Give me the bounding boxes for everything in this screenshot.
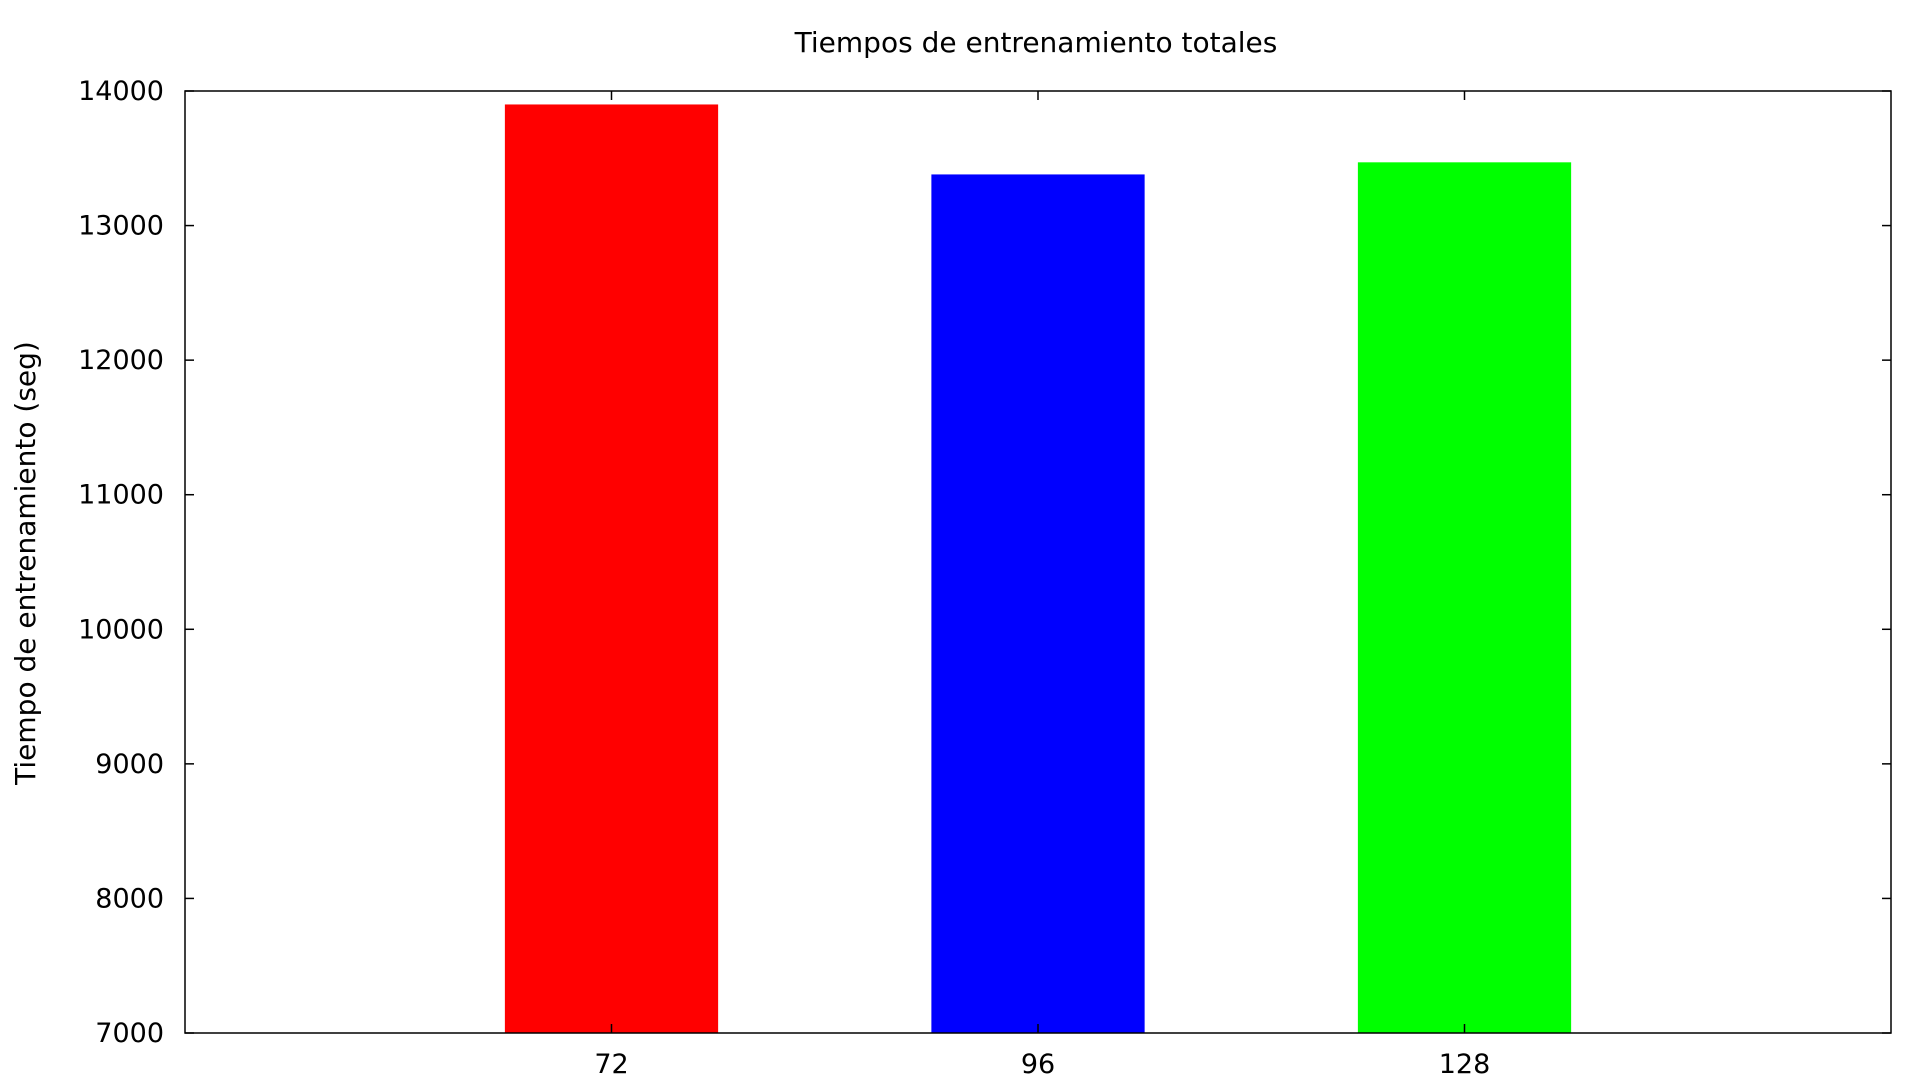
y-tick-label: 14000: [78, 76, 164, 107]
bar-96: [931, 174, 1145, 1033]
bar-72: [504, 104, 719, 1033]
y-tick-label: 10000: [78, 614, 164, 645]
bar-128: [1357, 162, 1572, 1033]
y-tick-label: 12000: [78, 345, 164, 376]
y-tick-label: 7000: [95, 1018, 164, 1049]
y-tick-label: 13000: [78, 211, 164, 242]
y-tick-label: 11000: [78, 480, 164, 511]
plot-frame: [184, 90, 1892, 1034]
y-tick-label: 8000: [95, 883, 164, 914]
y-axis-label: Tiempo de entrenamiento (seg): [9, 341, 42, 786]
x-tick-label: 72: [594, 1049, 628, 1080]
y-tick-label: 9000: [95, 749, 164, 780]
bars-layer: [504, 104, 1572, 1033]
x-tick-label: 96: [1021, 1049, 1055, 1080]
x-tick-label: 128: [1439, 1049, 1491, 1080]
chart-title: Tiempos de entrenamiento totales: [794, 26, 1278, 59]
ticks-layer: 72 96 128 7000 8000 9000 10000 11000 12000 13000 1…: [78, 76, 1891, 1080]
